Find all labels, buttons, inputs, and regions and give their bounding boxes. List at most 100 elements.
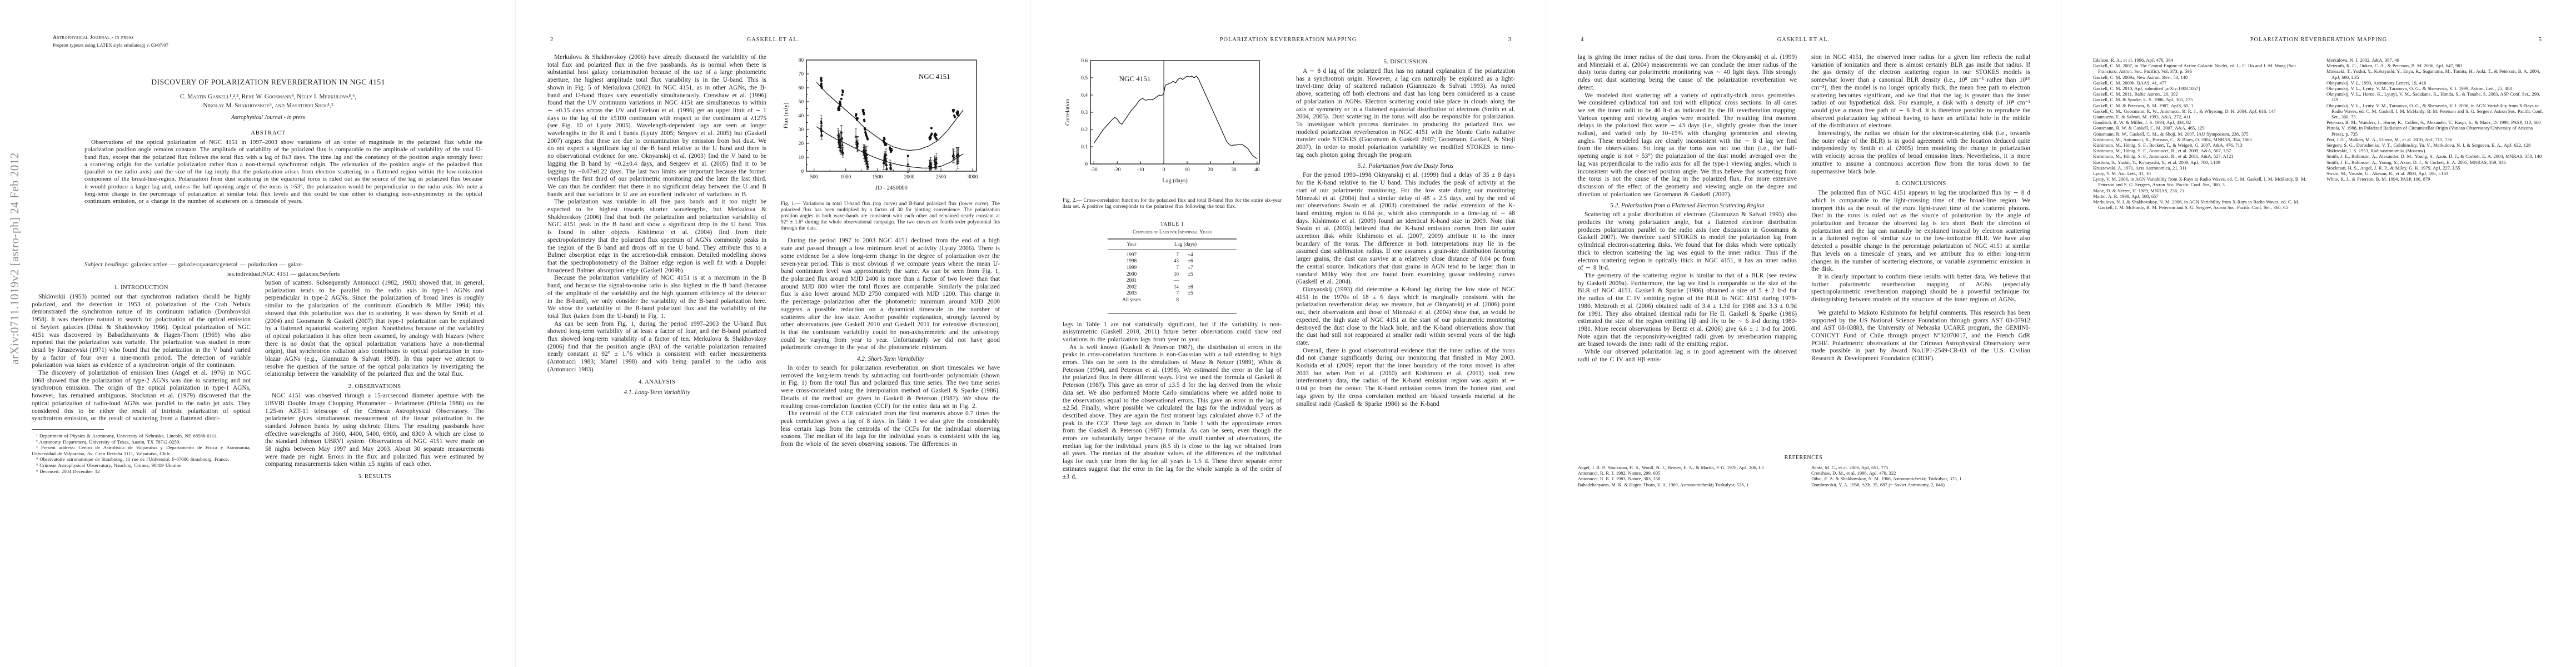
page4-references-left: Angel, J. R. P., Stockman, H. S., Woolf,… (1578, 465, 1797, 559)
page1-right-column: bution of scatters. Subsequently Antonuc… (265, 280, 484, 641)
reference-entry: Oknyanskij, V. L., Horne. K., Lyutyi, V.… (2326, 91, 2540, 103)
plot-annotation: NGC 4151 (919, 72, 950, 81)
svg-text:500: 500 (810, 175, 818, 180)
cell-year: 2001 (1126, 277, 1137, 283)
reference-entry: Giannuzzo, E. & Salvati, M. 1993, A&A, 2… (2093, 114, 2191, 120)
arxiv-stamp: arXiv:0711.1019v2 [astro-ph] 24 Feb 2012 (8, 152, 21, 365)
page-number: 4 (1581, 37, 1584, 43)
running-head: POLARIZATION REVERBERATION MAPPING (2250, 37, 2388, 43)
page4-left-column: lag is giving the inner radius of the du… (1578, 54, 1797, 452)
reference-entry: Shklovskii, I. S. 1953, Radioastronomiia… (2326, 148, 2425, 154)
svg-text:30: 30 (1231, 167, 1237, 173)
reference-entry: Gaskell, C. M. 2007, in The Central Engi… (2093, 63, 2296, 74)
section-heading: 5. DISCUSSION (1383, 58, 1428, 65)
reference-entry: Bentz, M. C., et al. 2006, ApJ, 651, 775 (1811, 465, 1889, 470)
page-1: arXiv:0711.1019v2 [astro-ph] 24 Feb 2012… (0, 0, 515, 667)
footnote-rule (32, 429, 104, 430)
svg-text:2500: 2500 (936, 175, 946, 180)
svg-text:3000: 3000 (968, 175, 978, 180)
cell-lag: 10 (1173, 271, 1179, 277)
reference-entry: Sergeev, S. G., Doroshenko, V. T., Golub… (2326, 142, 2531, 148)
journal-line: Astrophysical Journal - in press (53, 34, 134, 41)
data-curve (816, 82, 964, 151)
paragraph: In order to search for polarization reve… (781, 365, 1000, 410)
paragraph: The polarized flux of NGC 4151 appears t… (1811, 190, 2030, 273)
cell-year: 1997 (1126, 251, 1137, 257)
reference-entry: Gaskell, C. M. 2011, Baltic Astron., 20,… (2093, 91, 2178, 97)
svg-text:10: 10 (799, 155, 804, 161)
table-row: 1999 7 ±7 (1108, 265, 1237, 271)
y-axis-label: Correlation (1065, 98, 1071, 126)
reference-entry: Kishimoto, M., Antonucci, R., Boisson, C… (2093, 136, 2252, 142)
cell-error: ±6 (1188, 258, 1193, 264)
figure: -30 -20 -10 0 10 20 30 40 0 0.1 0.2 0.3 0.4 0.5 0.6 NGC… (1063, 55, 1282, 195)
reference-entry: Piirola, V. 1988, in Polarized Radiation… (2326, 125, 2533, 137)
page-number: 2 (550, 37, 554, 43)
reference-entry: Pott, J.-U., Malkan, M. A., Elitzur, M.,… (2326, 136, 2452, 142)
cell-lag: 8 (1176, 296, 1179, 302)
svg-text:20: 20 (799, 141, 804, 147)
section-heading: 1. INTRODUCTION (114, 284, 168, 291)
page3-left-column: -30 -20 -10 0 10 20 30 40 0 0.1 0.2 0.3 0.4 0.5 0.6 NGC… (1063, 54, 1282, 664)
table-row: 1998 43 ±6 (1108, 258, 1237, 265)
cell-year: 2003 (1126, 290, 1137, 296)
paragraph: For the period 1990–1998 Oknyanskij et a… (1296, 172, 1515, 286)
footnote: ¹ Department of Physics & Astronomy, Uni… (36, 432, 218, 439)
reference-entry: Oknyanskij, V. L. 1993, Astronomy Letter… (2326, 79, 2426, 86)
cell-lag: — (1173, 277, 1179, 283)
svg-text:-10: -10 (1137, 167, 1144, 173)
table-1: TABLE 1 Centroids of Lags for Individual … (1108, 221, 1237, 313)
svg-text:30: 30 (799, 127, 804, 133)
svg-text:20: 20 (1208, 167, 1213, 173)
running-head: GASKELL ET AL. (1777, 37, 1830, 43)
table-row: 2002 14 ±8 (1108, 284, 1237, 291)
reference-entry: Metzroth, K. G., Onken, C. A., & Peterso… (2326, 63, 2463, 69)
reference-entry: Maoz, D. & Netzer, H. 1989, MNRAS, 236, … (2093, 187, 2185, 193)
page2-right-column: 500 1000 1500 2000 2500 3000 0 10 20 30 40 50 60 70 80… (781, 54, 1000, 664)
reference-entry: Edelson, R. A., et al. 1996, ApJ, 470, 3… (2093, 57, 2173, 63)
svg-text:0.1: 0.1 (1081, 145, 1088, 150)
svg-text:0.3: 0.3 (1081, 110, 1088, 116)
reference-entry: Kishimoto, M., Hönig, S. F., Antonucci, … (2093, 153, 2234, 160)
svg-text:2000: 2000 (904, 175, 915, 180)
running-head: POLARIZATION REVERBERATION MAPPING (1219, 37, 1357, 43)
reference-entry: Dibai, E. A. & Shakhovskoy, N. M. 1966, … (1811, 476, 1962, 482)
cell-lag: 43 (1173, 258, 1179, 264)
svg-text:10: 10 (1184, 167, 1190, 173)
paragraph: The polarization was variable in all fiv… (547, 198, 766, 274)
abstract-text: Observations of the optical polarization… (84, 139, 482, 205)
paragraph-continuation: bution of scatters. Subsequently Antonuc… (265, 280, 484, 378)
page-2: 2 GASKELL ET AL. Merkulova & Shakhovskoy… (515, 0, 1030, 667)
reference-entry: Angel, J. R. P., Stockman, H. S., Woolf,… (1578, 465, 1764, 470)
footnote: ⁴ Observatoire astronomique de Strasbour… (36, 456, 230, 462)
cell-year: All years (1122, 296, 1141, 302)
cell-year: 1999 (1126, 264, 1137, 270)
figure: 500 1000 1500 2000 2500 3000 0 10 20 30 40 50 60 70 80… (781, 55, 1000, 198)
data-curve (1093, 76, 1258, 160)
data-points-circles (820, 77, 960, 157)
paragraph-continuation: lags in Table 1 are not statistically si… (1063, 321, 1282, 343)
reference-entry: Gaskell, C. M. 2010, ApJ, submitted [arX… (2093, 86, 2200, 92)
cell-error: ±5 (1188, 290, 1193, 296)
paragraph: Scattering off a polar distribution of e… (1578, 211, 1797, 272)
page1-left-column: 1. INTRODUCTION Shklovskii (1953) pointed… (32, 280, 251, 641)
data-curve (816, 126, 964, 169)
reference-entry: Goodrich, R. W. & Miller, J. S. 1994, Ap… (2093, 120, 2191, 126)
reference-entry: Lyuty, V. M. 2006, in AGN Variability fr… (2093, 176, 2306, 188)
reference-entry: Antonucci, R. R. J. 1983, Nature, 303, 1… (1578, 476, 1661, 482)
abstract-heading: ABSTRACT (251, 130, 286, 136)
paragraph: During the period 1997 to 2003 NGC 4151 … (781, 237, 1000, 351)
table-col-year: Year (1127, 242, 1137, 248)
cell-year: 2002 (1126, 283, 1137, 290)
paragraph: Oknyanskij (1993) did determine a K-band… (1296, 286, 1515, 346)
authors-line-1: C. Martin Gaskell¹,²,³, Rene W. Goosmann… (180, 93, 357, 100)
svg-text:-30: -30 (1090, 167, 1098, 173)
reference-entry: Smith, J. E., Robinson, A., Alexander, D… (2326, 153, 2542, 160)
x-axis-label: Lag (days) (1162, 178, 1188, 184)
cell-lag: 7 (1176, 264, 1179, 270)
svg-text:0.5: 0.5 (1081, 76, 1088, 81)
table-title: TABLE 1 (1160, 221, 1184, 228)
svg-text:0: 0 (1163, 167, 1165, 173)
cell-error: ±7 (1188, 264, 1193, 270)
cell-error: ±5 (1188, 271, 1193, 277)
